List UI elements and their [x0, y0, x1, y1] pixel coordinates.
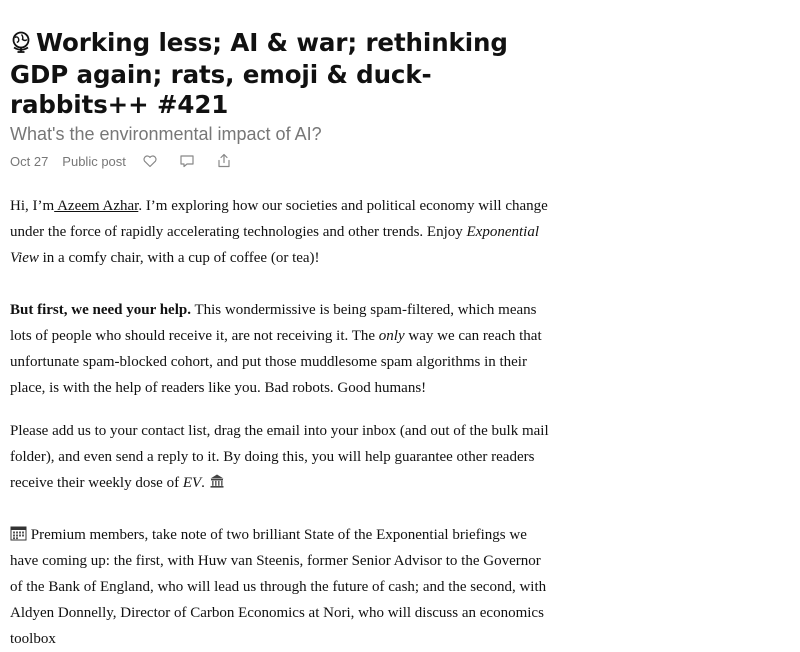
contact-list-paragraph: Please add us to your contact list, drag…	[10, 423, 549, 491]
premium-briefings-paragraph: Premium members, take note of two brilli…	[10, 526, 547, 647]
calendar-icon	[10, 526, 27, 543]
post-title-text: Working less; AI & war; rethinking GDP a…	[10, 28, 508, 119]
post-meta: Oct 27 Public post	[10, 152, 570, 170]
post-title: Working less; AI & war; rethinking GDP a…	[10, 28, 570, 120]
intro-paragraph: Hi, I’m Azeem Azhar. I’m exploring how o…	[10, 198, 548, 266]
post-body: Hi, I’m Azeem Azhar. I’m exploring how o…	[10, 193, 555, 652]
comment-icon[interactable]	[179, 153, 195, 169]
globe-icon	[10, 30, 36, 60]
share-icon[interactable]	[216, 153, 232, 169]
heart-icon[interactable]	[142, 153, 158, 169]
author-link[interactable]: Azeem Azhar	[54, 198, 139, 214]
post-date: Oct 27	[10, 153, 49, 169]
post-container: Working less; AI & war; rethinking GDP a…	[10, 28, 570, 652]
help-paragraph: But first, we need your help. This wonde…	[10, 302, 542, 396]
post-visibility: Public post	[62, 153, 126, 169]
post-subtitle: What's the environmental impact of AI?	[10, 124, 322, 144]
bank-icon	[209, 474, 225, 491]
